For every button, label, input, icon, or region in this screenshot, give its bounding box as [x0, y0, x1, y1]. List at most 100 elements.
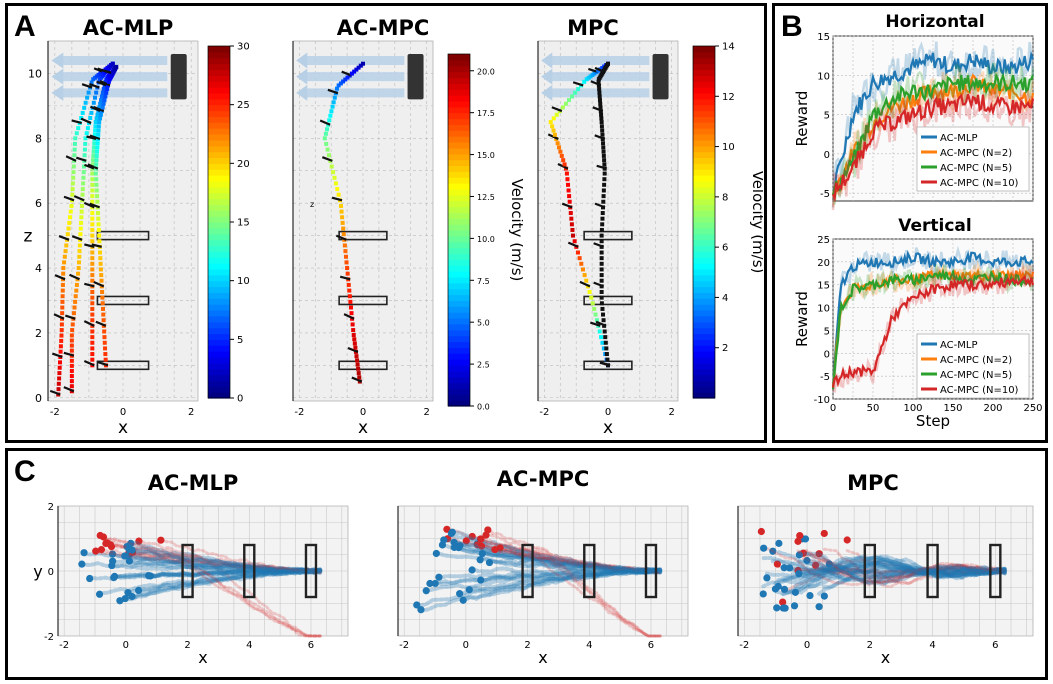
- trajectory-point: [104, 90, 109, 95]
- trajectory-point: [599, 233, 604, 238]
- trajectory: [798, 548, 1007, 587]
- drone-attitude: [579, 280, 591, 288]
- colorbar-segment: [693, 321, 715, 329]
- trajectory: [122, 554, 323, 575]
- x-tick-label: 6: [648, 640, 654, 651]
- trajectory-point: [67, 220, 72, 225]
- colorbar-frame: [447, 53, 471, 407]
- trajectory-point: [582, 273, 587, 278]
- x-tick-label: 4: [929, 640, 935, 651]
- trajectory-point: [90, 346, 95, 351]
- colorbar-frame: [692, 45, 716, 399]
- trajectory-point: [98, 112, 103, 117]
- colorbar-segment: [693, 204, 715, 211]
- trajectory-point: [351, 333, 356, 338]
- trajectory-point: [332, 95, 337, 100]
- start-point: [447, 529, 456, 538]
- colorbar-segment: [208, 92, 230, 100]
- trajectory-point: [344, 260, 349, 265]
- x-axis-label: x: [358, 418, 368, 438]
- colorbar-tick-label: 6: [722, 243, 728, 254]
- colorbar-segment: [208, 122, 230, 129]
- trajectory-point: [576, 87, 581, 92]
- start-point: [476, 556, 484, 564]
- start-point: [773, 604, 781, 612]
- start-point: [843, 536, 851, 544]
- start-point: [815, 603, 823, 611]
- trajectory: [808, 557, 1007, 589]
- colorbar-segment: [208, 327, 230, 335]
- y-tick-label: 15: [817, 32, 830, 43]
- colorbar-segment: [693, 362, 715, 370]
- trajectory-point: [90, 357, 95, 362]
- trajectory: [475, 542, 662, 573]
- panel-b: B Horizontal Vertical -5 0 5 10 15 AC-MLP AC-M…: [772, 3, 1048, 443]
- trajectory-point: [95, 199, 100, 204]
- trajectory-point: [93, 171, 98, 176]
- colorbar-tick-label: 17.5: [477, 109, 495, 118]
- drone-attitude: [63, 386, 75, 393]
- colorbar-segment: [693, 116, 715, 123]
- trajectory-point: [598, 101, 603, 106]
- trajectory: [478, 557, 663, 574]
- trajectory: [781, 558, 1007, 593]
- trajectory-point: [90, 335, 95, 340]
- trajectory: [764, 564, 1007, 579]
- drone-attitude: [99, 79, 111, 87]
- colorbar-segment: [208, 175, 230, 182]
- trajectory-point: [73, 299, 78, 304]
- x-tick-label: 2: [668, 407, 674, 418]
- trajectory-point: [601, 318, 606, 323]
- series-noise-band: [831, 260, 1035, 388]
- trajectory-point: [98, 256, 103, 261]
- trajectory-point: [95, 141, 100, 146]
- y-tick-label: 10: [28, 67, 42, 80]
- trajectory-point: [90, 318, 95, 323]
- trajectory-point: [335, 187, 340, 192]
- colorbar-tick-label: 5: [237, 335, 243, 346]
- gate: [583, 230, 633, 241]
- colorbar-segment: [448, 370, 470, 378]
- colorbar-segment: [208, 286, 230, 293]
- trajectory-point: [102, 329, 107, 334]
- colorbar-segment: [693, 186, 715, 194]
- trajectory: [456, 546, 663, 575]
- colorbar-segment: [448, 224, 470, 231]
- trajectory-point: [90, 171, 95, 176]
- trajectory-point: [336, 83, 341, 88]
- colorbar-segment: [208, 128, 230, 135]
- trajectory: [782, 560, 1007, 585]
- trajectory: [783, 555, 1007, 595]
- colorbar-segment: [448, 347, 470, 354]
- colorbar-segment: [208, 251, 230, 258]
- trajectory-point: [94, 90, 99, 95]
- trajectory-point: [324, 141, 329, 146]
- start-point: [456, 590, 464, 598]
- trajectory-point: [601, 194, 606, 199]
- colorbar-segment: [208, 139, 230, 147]
- drone-attitude: [319, 119, 331, 126]
- trajectory-point: [562, 162, 567, 167]
- x-tick-label: 0: [120, 407, 126, 418]
- colorbar-segment: [208, 227, 230, 235]
- trajectory-point: [103, 357, 108, 362]
- trajectory-point: [96, 222, 101, 227]
- drone-attitude: [351, 376, 363, 383]
- colorbar-segment: [693, 310, 715, 317]
- trajectory-point: [96, 132, 101, 137]
- start-point: [157, 536, 165, 544]
- trajectory-point: [99, 98, 104, 103]
- trajectory-point: [90, 162, 95, 167]
- trajectory-point: [96, 128, 101, 133]
- colorbar-segment: [448, 83, 470, 90]
- trajectory-point: [77, 249, 82, 254]
- colorbar-segment: [693, 46, 715, 53]
- trajectory-point: [92, 132, 97, 137]
- trajectory-point: [90, 312, 95, 317]
- trajectory-point: [572, 239, 577, 244]
- trajectory-point: [88, 115, 93, 120]
- colorbar-segment: [208, 57, 230, 65]
- trajectory: [109, 562, 323, 575]
- start-point: [146, 572, 155, 580]
- start-point: [794, 537, 802, 545]
